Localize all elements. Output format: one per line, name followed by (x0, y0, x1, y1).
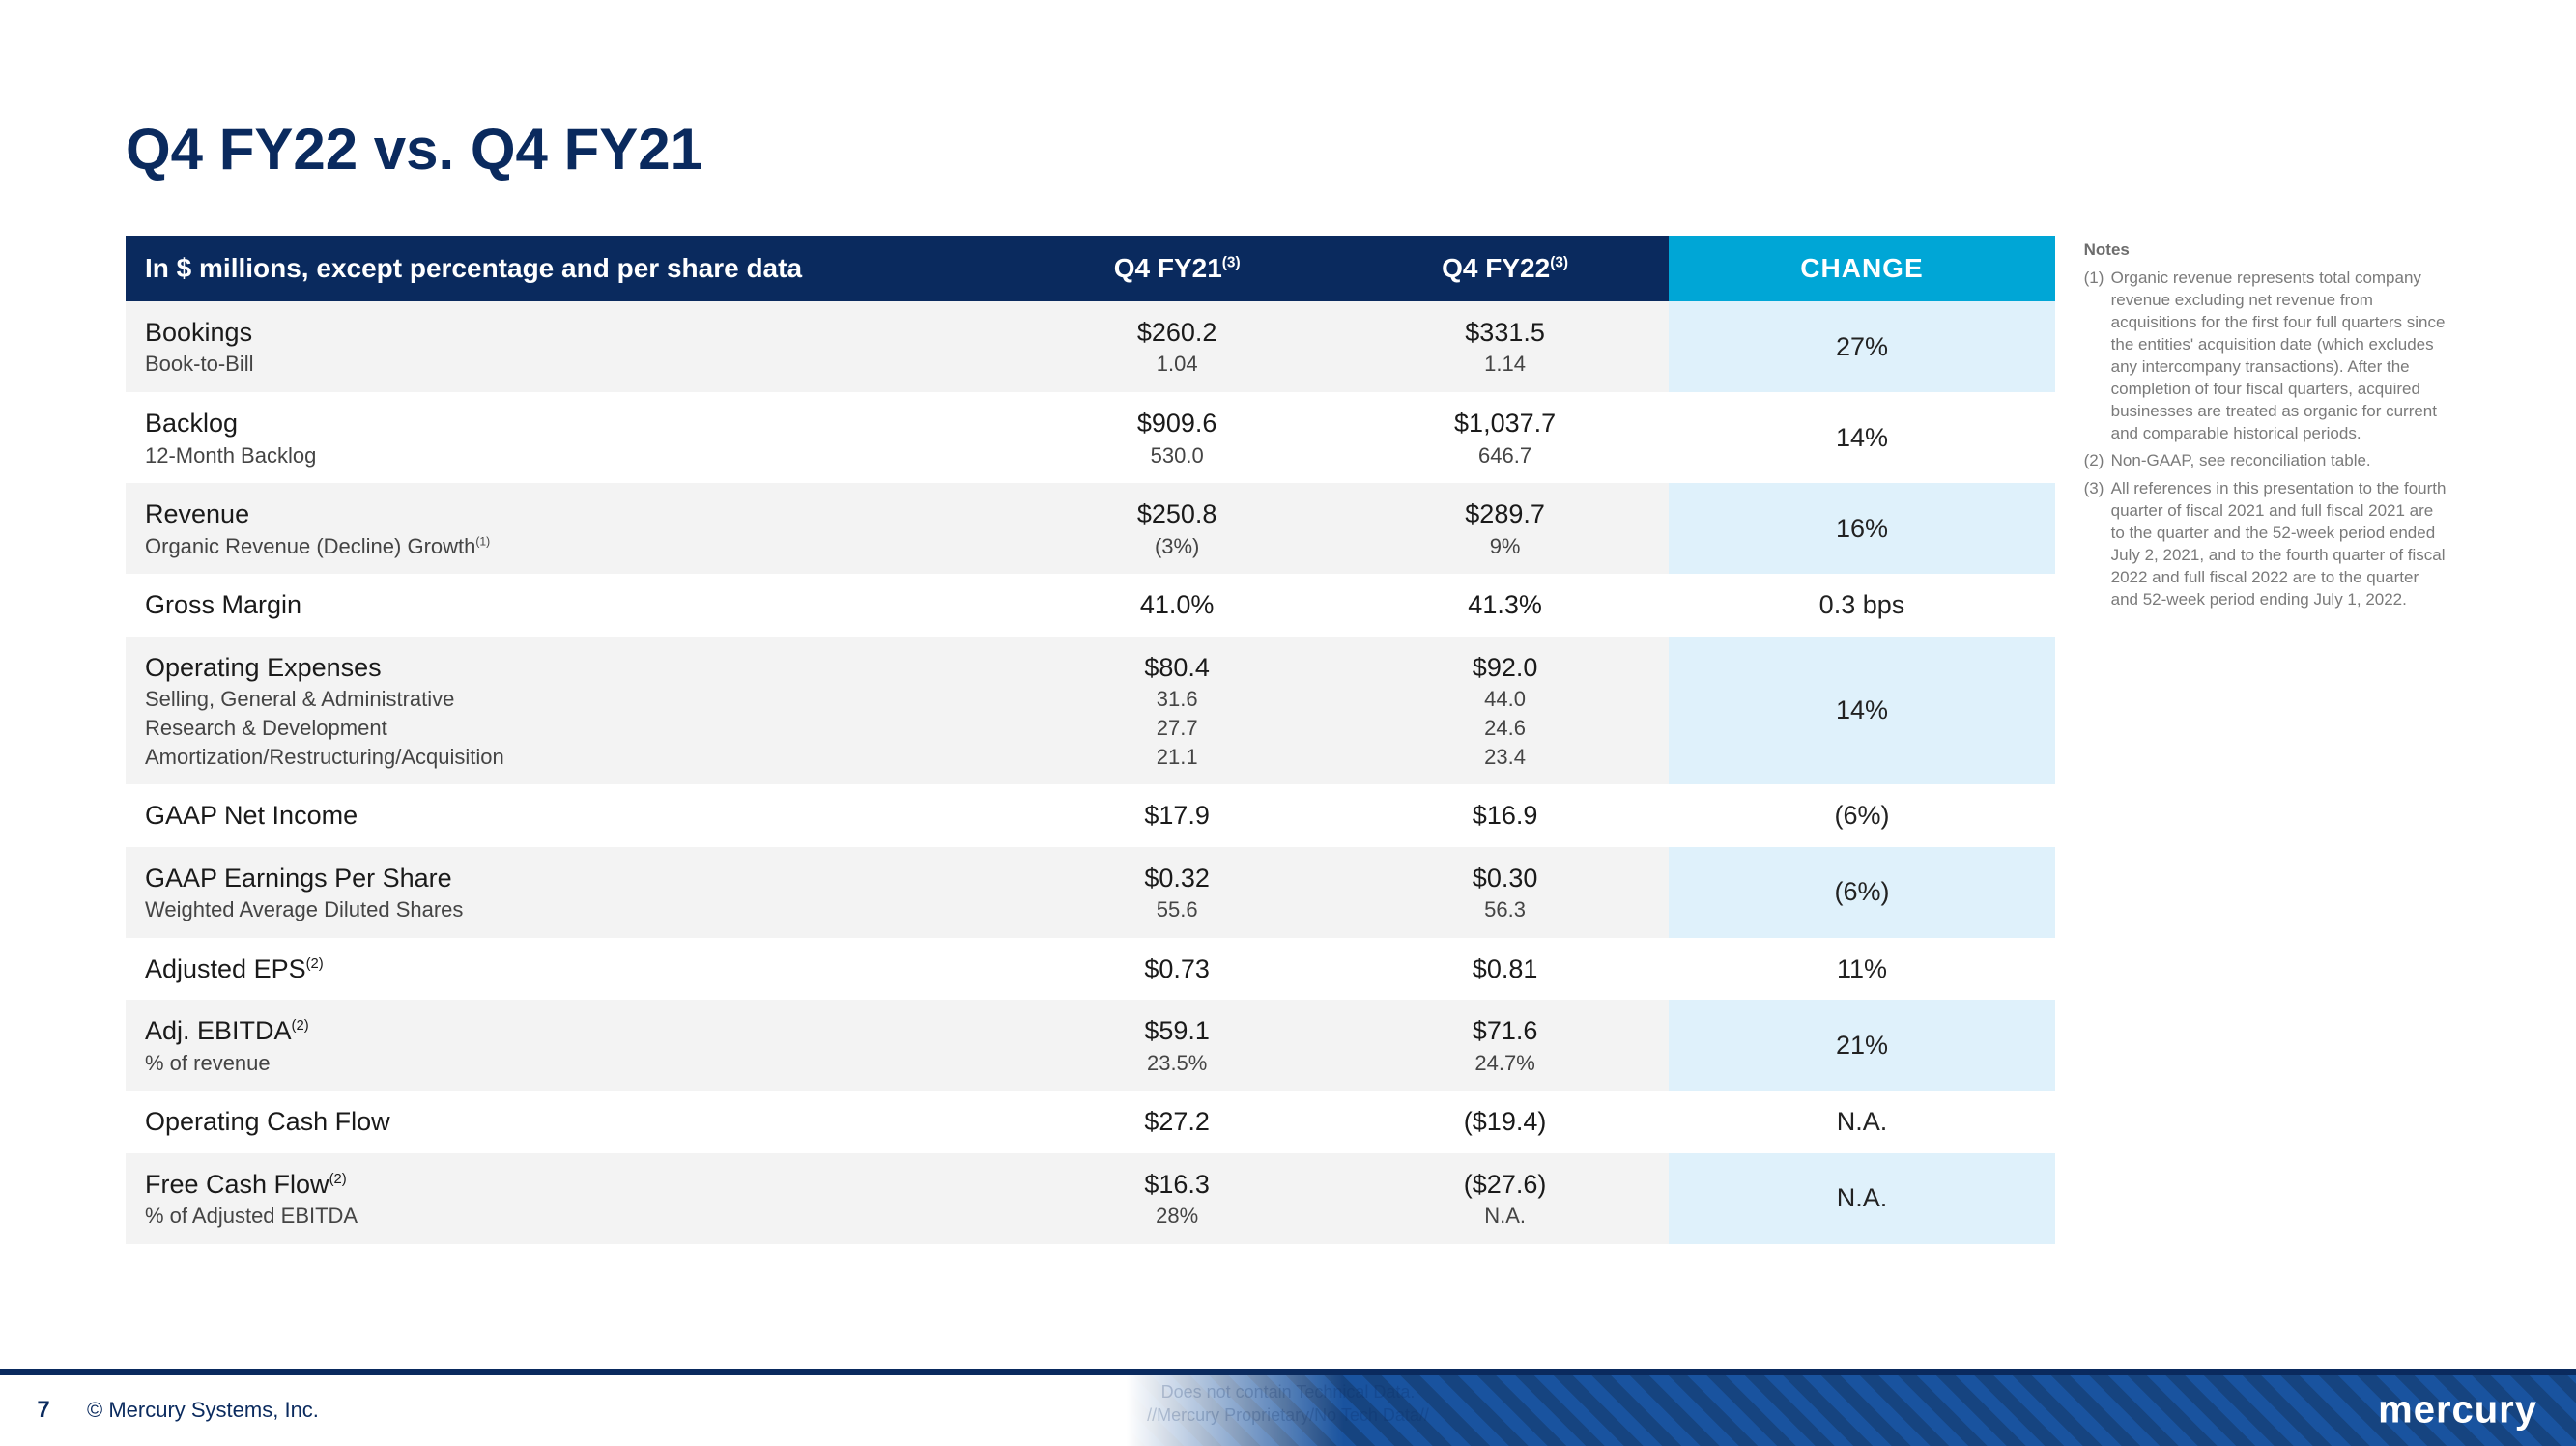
row-fy22: $16.9 (1341, 784, 1669, 846)
table-row: Adjusted EPS(2)$0.73$0.8111% (126, 938, 2055, 1000)
table-row: Backlog12-Month Backlog$909.6530.0$1,037… (126, 392, 2055, 483)
row-label: Adjusted EPS(2) (126, 938, 1013, 1000)
row-fy22: ($19.4) (1341, 1091, 1669, 1152)
row-change: 21% (1669, 1000, 2054, 1091)
financial-table: In $ millions, except percentage and per… (126, 236, 2055, 1244)
table-row: Adj. EBITDA(2)% of revenue$59.123.5%$71.… (126, 1000, 2055, 1091)
row-change: 11% (1669, 938, 2054, 1000)
table-row: Free Cash Flow(2)% of Adjusted EBITDA$16… (126, 1153, 2055, 1244)
row-label: Operating Cash Flow (126, 1091, 1013, 1152)
row-fy22: $71.624.7% (1341, 1000, 1669, 1091)
header-fy21-text: Q4 FY21 (1114, 253, 1222, 283)
table-row: RevenueOrganic Revenue (Decline) Growth(… (126, 483, 2055, 574)
row-label: Gross Margin (126, 574, 1013, 636)
header-fy22-text: Q4 FY22 (1442, 253, 1550, 283)
row-change: 16% (1669, 483, 2054, 574)
row-label: Backlog12-Month Backlog (126, 392, 1013, 483)
notes-item: (3)All references in this presentation t… (2084, 478, 2450, 611)
row-fy22: $289.79% (1341, 483, 1669, 574)
row-fy21: $16.328% (1013, 1153, 1340, 1244)
footer-right: mercury (1127, 1375, 2576, 1446)
notes-list: (1)Organic revenue represents total comp… (2084, 268, 2450, 611)
row-fy21: $17.9 (1013, 784, 1340, 846)
row-fy21: $260.21.04 (1013, 301, 1340, 392)
row-fy21: $909.6530.0 (1013, 392, 1340, 483)
notes-item: (2)Non-GAAP, see reconciliation table. (2084, 450, 2450, 472)
table-row: Operating ExpensesSelling, General & Adm… (126, 637, 2055, 785)
table-row: Gross Margin41.0%41.3%0.3 bps (126, 574, 2055, 636)
row-change: 14% (1669, 392, 2054, 483)
table-row: GAAP Earnings Per ShareWeighted Average … (126, 847, 2055, 938)
header-change-text: CHANGE (1800, 253, 1923, 283)
row-fy22: $1,037.7646.7 (1341, 392, 1669, 483)
header-fy22: Q4 FY22(3) (1341, 236, 1669, 301)
row-change: (6%) (1669, 847, 2054, 938)
table-row: GAAP Net Income$17.9$16.9(6%) (126, 784, 2055, 846)
notes-panel: Notes (1)Organic revenue represents tota… (2084, 236, 2450, 617)
row-label: Free Cash Flow(2)% of Adjusted EBITDA (126, 1153, 1013, 1244)
row-fy22: ($27.6)N.A. (1341, 1153, 1669, 1244)
row-fy21: 41.0% (1013, 574, 1340, 636)
row-label: GAAP Earnings Per ShareWeighted Average … (126, 847, 1013, 938)
copyright-text: © Mercury Systems, Inc. (87, 1398, 319, 1423)
row-fy22: $92.044.024.623.4 (1341, 637, 1669, 785)
row-label: BookingsBook-to-Bill (126, 301, 1013, 392)
row-fy22: $0.81 (1341, 938, 1669, 1000)
row-change: 0.3 bps (1669, 574, 2054, 636)
row-label: RevenueOrganic Revenue (Decline) Growth(… (126, 483, 1013, 574)
table-row: Operating Cash Flow$27.2($19.4)N.A. (126, 1091, 2055, 1152)
row-fy21: $0.3255.6 (1013, 847, 1340, 938)
row-label: Operating ExpensesSelling, General & Adm… (126, 637, 1013, 785)
row-change: N.A. (1669, 1091, 2054, 1152)
row-fy21: $0.73 (1013, 938, 1340, 1000)
row-change: N.A. (1669, 1153, 2054, 1244)
row-fy21: $80.431.627.721.1 (1013, 637, 1340, 785)
footer-pattern (1127, 1375, 2576, 1446)
brand-logo: mercury (2378, 1389, 2537, 1432)
row-fy21: $250.8(3%) (1013, 483, 1340, 574)
row-fy21: $27.2 (1013, 1091, 1340, 1152)
header-fy21-sup: (3) (1222, 255, 1241, 271)
header-fy22-sup: (3) (1550, 255, 1568, 271)
notes-item: (1)Organic revenue represents total comp… (2084, 268, 2450, 445)
row-change: (6%) (1669, 784, 2054, 846)
header-label-text: In $ millions, except percentage and per… (145, 253, 802, 283)
row-fy22: $0.3056.3 (1341, 847, 1669, 938)
row-change: 27% (1669, 301, 2054, 392)
footer-body: 7 © Mercury Systems, Inc. mercury (0, 1375, 2576, 1446)
table-container: In $ millions, except percentage and per… (126, 236, 2055, 1244)
row-fy22: 41.3% (1341, 574, 1669, 636)
page-number: 7 (0, 1397, 87, 1424)
header-change: CHANGE (1669, 236, 2054, 301)
row-change: 14% (1669, 637, 2054, 785)
row-fy22: $331.51.14 (1341, 301, 1669, 392)
row-label: GAAP Net Income (126, 784, 1013, 846)
table-header-row: In $ millions, except percentage and per… (126, 236, 2055, 301)
row-label: Adj. EBITDA(2)% of revenue (126, 1000, 1013, 1091)
header-fy21: Q4 FY21(3) (1013, 236, 1340, 301)
table-row: BookingsBook-to-Bill$260.21.04$331.51.14… (126, 301, 2055, 392)
slide: Q4 FY22 vs. Q4 FY21 In $ millions, excep… (0, 0, 2576, 1446)
content-row: In $ millions, except percentage and per… (126, 236, 2450, 1244)
row-fy21: $59.123.5% (1013, 1000, 1340, 1091)
notes-heading: Notes (2084, 240, 2450, 262)
header-label: In $ millions, except percentage and per… (126, 236, 1013, 301)
page-title: Q4 FY22 vs. Q4 FY21 (126, 116, 2450, 183)
footer: 7 © Mercury Systems, Inc. mercury Does n… (0, 1369, 2576, 1446)
